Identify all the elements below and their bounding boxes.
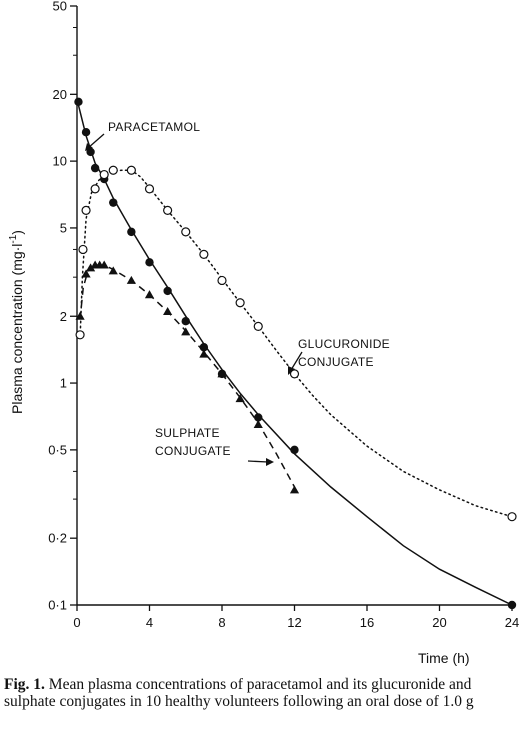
data-point-open-circle	[289, 369, 300, 379]
annotation-sulphate-line1: SULPHATE	[155, 426, 220, 440]
data-point-filled-circle	[145, 258, 154, 267]
data-point-filled-circle	[163, 286, 172, 296]
data-point-triangle	[75, 311, 85, 320]
arrow-paracetamol	[85, 133, 105, 151]
arrow-sulphate	[247, 458, 274, 466]
data-point-filled-circle	[74, 97, 83, 107]
data-point-open-circle	[507, 512, 517, 522]
annotation-glucuronide-line1: GLUCURONIDE	[298, 337, 390, 351]
y-tick-label: 0·1	[48, 598, 67, 613]
series-line	[79, 169, 513, 518]
arrow-glucuronide	[288, 351, 303, 375]
y-tick-label: 2	[60, 309, 67, 324]
data-point-open-circle	[78, 244, 88, 255]
data-point-open-circle	[253, 321, 263, 332]
annotations-layer: PARACETAMOL GLUCURONIDE CONJUGATE SULPHA…	[85, 120, 390, 466]
data-point-triangle	[199, 349, 209, 358]
x-tick-label: 12	[287, 615, 301, 630]
data-point-filled-circle	[109, 198, 118, 207]
data-point-filled-circle	[86, 147, 95, 157]
x-tick-label: 4	[146, 615, 153, 630]
y-tick-label: 50	[53, 0, 67, 14]
data-point-filled-circle	[81, 128, 91, 137]
series-line	[76, 99, 513, 606]
figure-caption-text: Mean plasma concentrations of paracetamo…	[4, 676, 474, 710]
data-point-triangle	[163, 306, 173, 316]
figure-caption: Fig. 1. Mean plasma concentrations of pa…	[4, 676, 516, 710]
data-point-triangle	[99, 260, 109, 269]
annotation-glucuronide-line2: CONJUGATE	[298, 355, 374, 369]
y-tick-label: 5	[60, 220, 67, 235]
x-tick-label: 16	[360, 615, 374, 630]
annotation-paracetamol: PARACETAMOL	[108, 120, 200, 134]
data-point-open-circle	[235, 298, 245, 308]
series-glucuronide-conjugate	[75, 165, 517, 522]
data-point-triangle	[253, 419, 263, 429]
figure-label: Fig. 1.	[4, 676, 45, 693]
data-point-filled-circle	[90, 163, 100, 173]
series-layer	[74, 97, 517, 610]
x-axis-label: Time (h)	[418, 650, 470, 666]
data-point-open-circle	[181, 227, 191, 237]
data-point-open-circle	[126, 165, 136, 175]
data-point-filled-circle	[290, 445, 299, 455]
data-point-filled-circle	[507, 600, 517, 610]
data-point-triangle	[108, 266, 118, 275]
y-tick-label: 10	[53, 154, 67, 169]
data-point-open-circle	[90, 184, 100, 194]
y-axis-label: Plasma concentration (mg·l-1)	[8, 230, 25, 414]
data-point-triangle	[235, 394, 245, 403]
data-point-filled-circle	[127, 227, 136, 237]
x-tick-label: 20	[432, 615, 446, 630]
x-tick-label: 8	[218, 615, 225, 630]
series-paracetamol	[74, 97, 517, 610]
data-point-open-circle	[199, 249, 209, 259]
data-point-triangle	[289, 485, 300, 494]
data-point-triangle	[126, 275, 136, 284]
data-point-triangle	[81, 269, 91, 278]
annotation-sulphate-line2: CONJUGATE	[155, 444, 231, 458]
series-sulphate-conjugate	[75, 260, 300, 494]
data-point-open-circle	[75, 330, 85, 340]
data-point-triangle	[144, 290, 155, 299]
data-point-triangle	[217, 369, 227, 378]
data-point-open-circle	[144, 184, 155, 194]
y-tick-label: 0·2	[48, 531, 67, 546]
x-tick-label: 0	[73, 615, 80, 630]
data-point-triangle	[85, 263, 96, 272]
data-point-filled-circle	[254, 413, 263, 422]
data-point-open-circle	[99, 169, 109, 180]
data-point-triangle	[181, 327, 191, 336]
data-point-open-circle	[108, 165, 118, 175]
data-point-open-circle	[81, 205, 91, 215]
data-point-open-circle	[217, 275, 227, 286]
data-point-open-circle	[163, 205, 173, 215]
y-axis-label-close: )	[9, 230, 25, 235]
data-point-filled-circle	[181, 316, 190, 326]
x-tick-label: 24	[505, 615, 519, 630]
y-tick-label: 20	[53, 87, 67, 102]
y-tick-label: 1	[60, 376, 67, 391]
y-axis-label-unit-superscript: -1	[8, 234, 19, 243]
y-tick-label: 0·5	[48, 442, 67, 457]
